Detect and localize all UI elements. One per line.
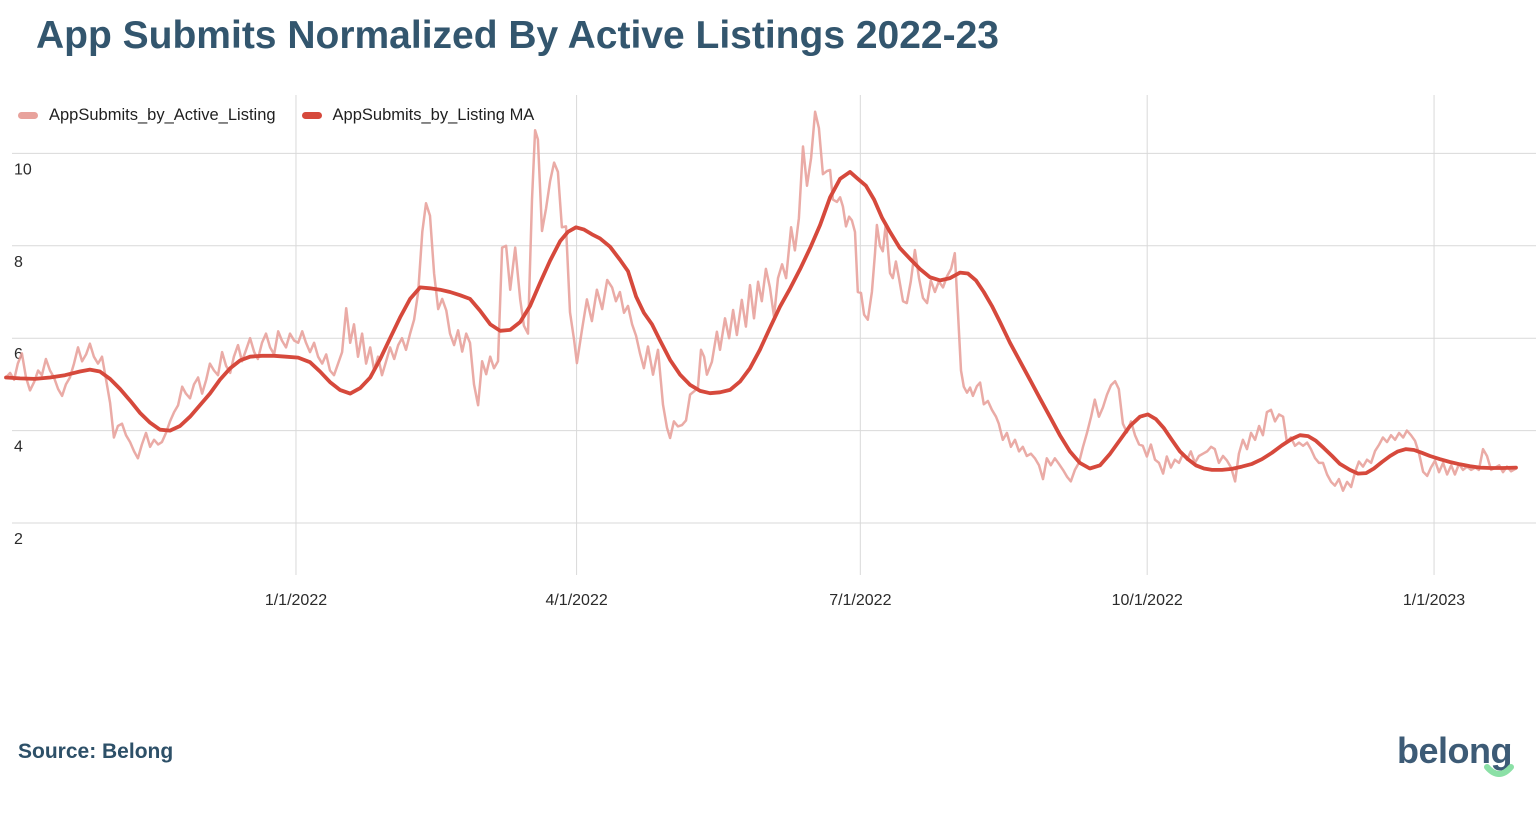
legend-item-ma-series[interactable]: AppSubmits_by_Listing MA: [301, 106, 535, 125]
ma-series-swatch-icon: [301, 112, 322, 119]
source-attribution: Source: Belong: [18, 740, 174, 763]
page-title: App Submits Normalized By Active Listing…: [36, 14, 999, 57]
y-tick-label: 4: [14, 439, 23, 456]
belong-logo-text: belong: [1397, 730, 1512, 771]
y-tick-label: 6: [14, 346, 23, 363]
x-tick-label: 4/1/2022: [545, 592, 607, 609]
legend-item-raw-series[interactable]: AppSubmits_by_Active_Listing: [18, 106, 276, 125]
x-tick-label: 7/1/2022: [829, 592, 891, 609]
y-tick-label: 8: [14, 254, 23, 271]
raw-series-line: [4, 110, 1518, 492]
x-tick-label: 10/1/2022: [1112, 592, 1183, 609]
x-tick-label: 1/1/2022: [265, 592, 327, 609]
y-tick-label: 10: [14, 161, 32, 178]
ma-series-line: [4, 169, 1518, 476]
belong-logo: belong: [1372, 730, 1514, 790]
legend-label: AppSubmits_by_Active_Listing: [49, 106, 276, 124]
y-tick-label: 2: [14, 531, 23, 548]
x-tick-label: 1/1/2023: [1403, 592, 1465, 609]
raw-series-swatch-icon: [18, 112, 38, 119]
legend-label: AppSubmits_by_Listing MA: [332, 106, 535, 124]
chart-legend: AppSubmits_by_Active_Listing AppSubmits_…: [18, 106, 534, 125]
belong-smile-icon: [1484, 764, 1514, 777]
